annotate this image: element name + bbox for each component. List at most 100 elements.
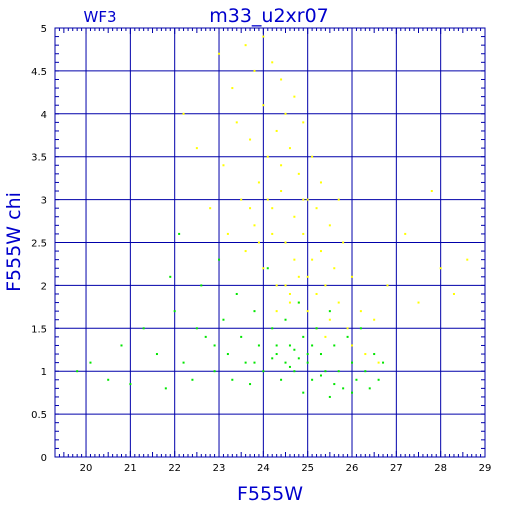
data-point [319, 374, 322, 377]
data-point [275, 344, 278, 347]
data-point [306, 353, 309, 356]
data-point [306, 361, 309, 364]
data-point [209, 207, 212, 210]
data-point [182, 112, 185, 115]
data-point [337, 301, 340, 304]
data-point [297, 357, 300, 360]
data-point [311, 155, 314, 158]
y-tick-label: 3 [41, 196, 47, 207]
data-point [319, 250, 322, 253]
data-point [311, 344, 314, 347]
data-point [253, 224, 256, 227]
data-point [253, 361, 256, 364]
data-point [324, 370, 327, 373]
data-point [164, 387, 167, 390]
data-point [430, 190, 433, 193]
data-point [288, 292, 291, 295]
x-tick-label: 21 [124, 463, 137, 474]
data-point [382, 361, 385, 364]
data-point [439, 267, 442, 270]
data-point [355, 378, 358, 381]
data-point [284, 361, 287, 364]
data-point [351, 391, 354, 394]
data-point [169, 275, 172, 278]
data-point [324, 335, 327, 338]
y-tick-label: 1 [41, 367, 47, 378]
data-point [368, 387, 371, 390]
data-point [284, 112, 287, 115]
data-point [351, 361, 354, 364]
data-point [311, 378, 314, 381]
data-point [377, 361, 380, 364]
data-point [284, 318, 287, 321]
data-point [297, 301, 300, 304]
data-point [306, 310, 309, 313]
data-point [302, 391, 305, 394]
data-point [200, 284, 203, 287]
data-point [328, 395, 331, 398]
x-tick-label: 29 [479, 463, 492, 474]
data-point [351, 344, 354, 347]
data-point [213, 344, 216, 347]
data-point [373, 353, 376, 356]
x-tick-label: 26 [346, 463, 359, 474]
data-point [226, 232, 229, 235]
data-point [306, 275, 309, 278]
data-point [244, 361, 247, 364]
data-point [271, 207, 274, 210]
data-point [328, 224, 331, 227]
data-point [302, 198, 305, 201]
x-tick-label: 24 [257, 463, 270, 474]
data-point [404, 232, 407, 235]
data-point [377, 378, 380, 381]
data-point [155, 353, 158, 356]
data-point [293, 215, 296, 218]
data-point [337, 370, 340, 373]
y-tick-label: 1.5 [31, 324, 47, 335]
data-point [253, 69, 256, 72]
data-point [311, 258, 314, 261]
data-point [359, 327, 362, 330]
data-point [386, 284, 389, 287]
y-tick-label: 3.5 [31, 153, 47, 164]
data-point [302, 232, 305, 235]
chart-title: m33_u2xr07 [209, 5, 329, 27]
data-point [328, 318, 331, 321]
data-point [315, 207, 318, 210]
data-point [342, 387, 345, 390]
data-point [262, 267, 265, 270]
data-point [178, 232, 181, 235]
data-point [275, 284, 278, 287]
data-point [280, 190, 283, 193]
data-point [297, 275, 300, 278]
data-point [235, 292, 238, 295]
data-point [89, 361, 92, 364]
data-point [342, 241, 345, 244]
data-point [466, 258, 469, 261]
data-point [257, 344, 260, 347]
data-point [346, 327, 349, 330]
data-point [280, 78, 283, 81]
data-point [240, 335, 243, 338]
data-point [275, 129, 278, 132]
data-point [222, 164, 225, 167]
data-point [244, 44, 247, 47]
data-point [359, 310, 362, 313]
data-point [204, 335, 207, 338]
data-point [262, 104, 265, 107]
y-axis-title: F555W chi [3, 192, 25, 292]
y-tick-label: 2 [41, 281, 47, 292]
data-point [351, 275, 354, 278]
data-point [346, 335, 349, 338]
data-point [231, 378, 234, 381]
data-point [284, 241, 287, 244]
data-point [257, 241, 260, 244]
data-point [306, 198, 309, 201]
data-point [364, 353, 367, 356]
data-point [235, 121, 238, 124]
y-tick-label: 4 [41, 110, 47, 121]
x-tick-label: 22 [168, 463, 181, 474]
data-point [262, 370, 265, 373]
data-point [249, 383, 252, 386]
